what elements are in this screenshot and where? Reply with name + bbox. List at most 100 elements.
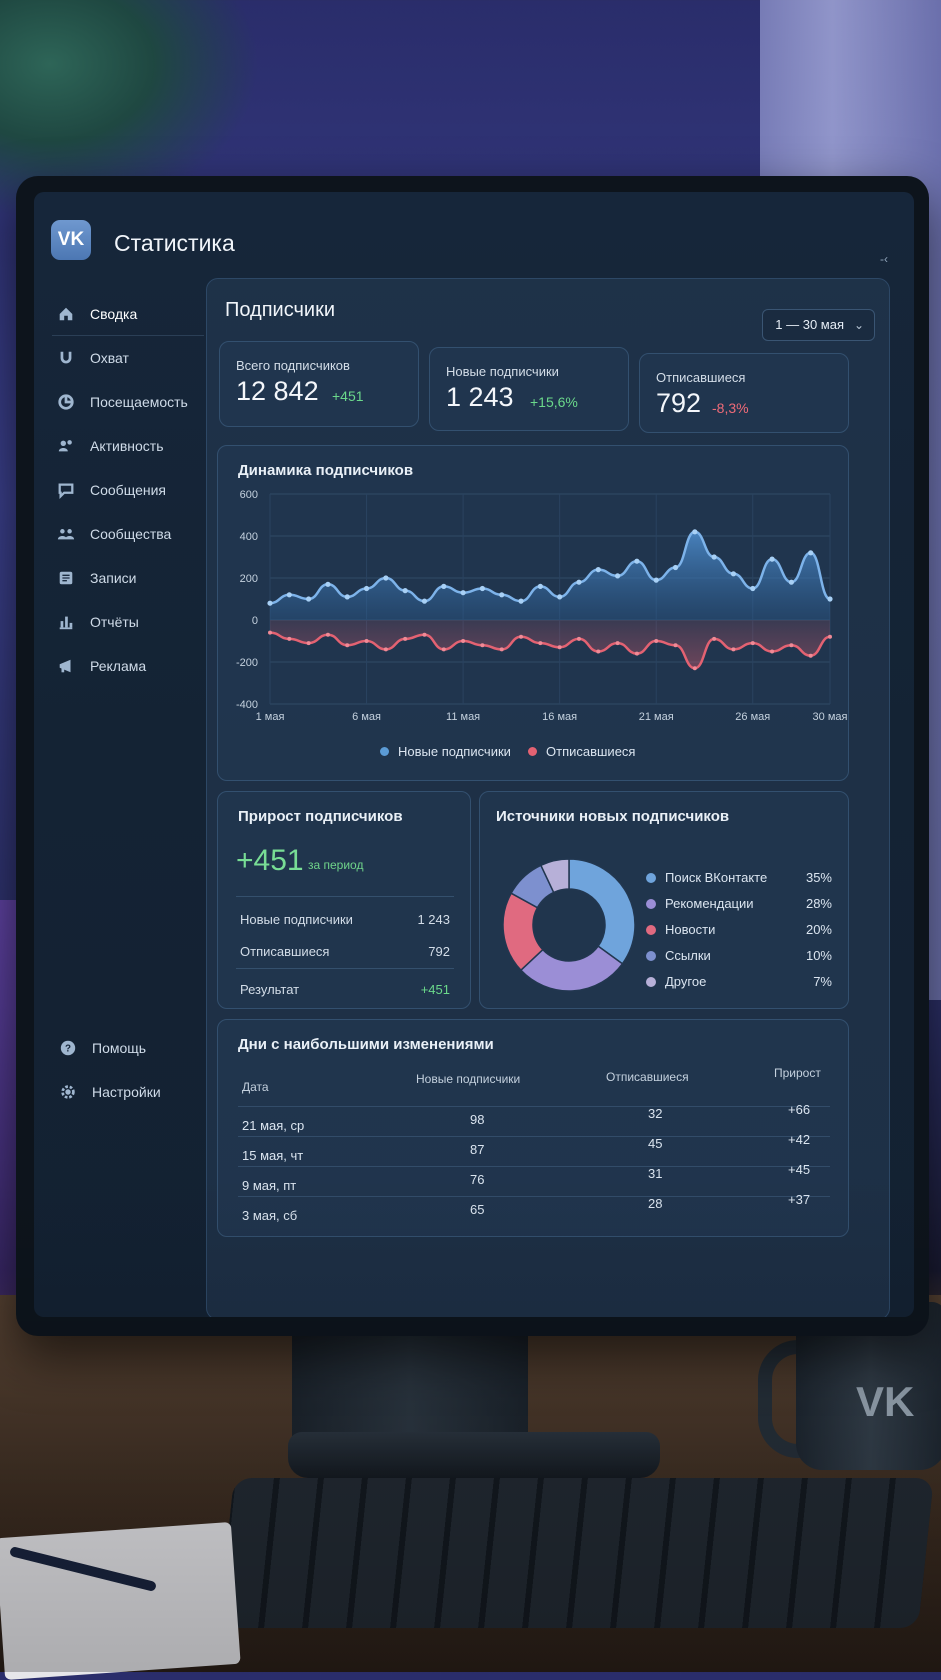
help-icon: ? (58, 1038, 78, 1058)
table-row[interactable]: 3 мая, сб 65 28 +37 (238, 1192, 828, 1232)
new-subscribers-point (827, 596, 833, 602)
x-tick-label: 6 мая (352, 711, 381, 723)
cell-new: 87 (470, 1142, 485, 1157)
community-icon (56, 524, 76, 544)
new-subscribers-point (421, 598, 428, 604)
source-percent: 10% (805, 948, 832, 963)
new-subscribers-point (441, 583, 447, 589)
source-dot (646, 898, 656, 909)
unsubscribed-point (461, 639, 466, 643)
sidebar-item-sidebar-items-3[interactable]: Активность (44, 424, 204, 468)
unsubscribed-point (403, 636, 408, 641)
sidebar-item-sidebar-items-6[interactable]: Записи (44, 556, 204, 600)
cell-new: 98 (470, 1112, 485, 1127)
new-subscribers-point (383, 575, 389, 581)
source-row: Поиск ВКонтакте 35% (646, 870, 832, 885)
sidebar-item-sidebar-bottom-0[interactable]: ? Помощь (50, 1026, 210, 1070)
chart-title: Динамика подписчиков (238, 462, 414, 479)
source-percent: 28% (805, 896, 832, 911)
unsubscribed-point (692, 666, 697, 671)
donut-slice (539, 858, 570, 894)
unsubscribed-point (480, 643, 485, 648)
legend-dot-red (528, 747, 537, 756)
topbar: VK Статистика -‹ (34, 192, 914, 276)
unsubscribed-point (287, 636, 292, 641)
cell-date: 9 мая, пт (242, 1178, 297, 1193)
source-dot (646, 950, 656, 961)
legend-dot-blue (380, 747, 389, 756)
stat-card-total: Всего подписчиков 12 842 +451 (219, 341, 419, 427)
donut-slice (568, 858, 636, 965)
cell-growth: +66 (788, 1102, 811, 1117)
sidebar-item-sidebar-items-1[interactable]: Охват (44, 336, 204, 380)
y-tick-label: 400 (240, 531, 258, 543)
sources-title: Источники новых подписчиков (496, 808, 730, 825)
growth-row-value: +451 (420, 982, 450, 997)
sidebar-item-sidebar-items-7[interactable]: Отчёты (44, 600, 204, 644)
growth-row-value: 1 243 (417, 912, 450, 927)
chevron-down-icon: ⌄ (853, 318, 864, 332)
source-dot (646, 872, 656, 883)
x-tick-label: 26 мая (735, 711, 770, 723)
column-header-unsub: Отписавшиеся (606, 1070, 689, 1084)
top-days-title: Дни с наибольшими изменениями (238, 1036, 494, 1053)
y-tick-label: 200 (240, 573, 258, 585)
top-days-card: Дни с наибольшими изменениями Дата Новые… (217, 1019, 849, 1237)
row-divider (238, 1196, 830, 1197)
source-row: Новости 20% (646, 922, 832, 937)
growth-row-label: Новые подписчики (240, 912, 353, 927)
sidebar-item-label: Настройки (92, 1084, 161, 1100)
home-icon (56, 304, 76, 324)
unsubscribed-point (519, 634, 524, 639)
sidebar-item-sidebar-bottom-1[interactable]: Настройки (50, 1070, 210, 1114)
source-label: Ссылки (665, 948, 711, 963)
sidebar-item-sidebar-items-0[interactable]: Сводка (44, 292, 204, 336)
unsubscribed-line (269, 631, 831, 670)
cell-growth: +45 (788, 1162, 811, 1177)
sidebar-item-sidebar-items-8[interactable]: Реклама (44, 644, 204, 688)
legend-label: Новые подписчики (398, 744, 511, 759)
source-label: Другое (665, 974, 707, 989)
unsubscribed-point (673, 643, 678, 648)
new-subscribers-point (653, 577, 659, 583)
stat-value: 792 (656, 388, 702, 418)
source-label: Новости (665, 922, 716, 937)
table-row[interactable]: 9 мая, пт 76 31 +45 (238, 1162, 828, 1202)
unsubscribed-point (712, 636, 717, 641)
x-tick-label: 1 мая (256, 711, 285, 723)
unsubscribed-point (828, 634, 832, 639)
new-subscribers-point (750, 585, 756, 592)
table-row[interactable]: 15 мая, чт 87 45 +42 (238, 1132, 828, 1172)
unsubscribed-point (422, 632, 427, 637)
unsubscribed-point (615, 641, 620, 646)
new-subscribers-point (595, 567, 601, 573)
sidebar-item-label: Посещаемость (90, 394, 188, 410)
legend-new-subscribers: Новые подписчики (380, 744, 511, 759)
column-header-new: Новые подписчики (416, 1072, 521, 1086)
table-row[interactable]: 21 мая, ср 98 32 +66 (238, 1102, 828, 1142)
stat-delta: -8,3% (712, 400, 749, 416)
source-row: Другое 7% (646, 974, 832, 989)
dynamics-chart-card: Динамика подписчиков 600 400 200 0 -200 -400 1… (217, 445, 849, 781)
unsubscribed-point (576, 636, 581, 641)
collapse-icon[interactable]: -‹ (880, 252, 888, 266)
new-subscribers-area (270, 531, 830, 620)
activity-icon (56, 436, 76, 456)
sidebar-item-sidebar-items-5[interactable]: Сообщества (44, 512, 204, 556)
divider (236, 968, 454, 969)
sidebar: Сводка Охват Посещаемость Активность Сообщен… (44, 292, 204, 688)
cell-date: 21 мая, ср (242, 1118, 305, 1133)
date-range-picker[interactable]: 1 — 30 мая ⌄ (762, 309, 875, 341)
sidebar-item-sidebar-items-4[interactable]: Сообщения (44, 468, 204, 512)
x-tick-label: 30 мая (813, 711, 848, 723)
new-subscribers-point (711, 554, 717, 560)
growth-card: Прирост подписчиков +451 за период Новые… (217, 791, 471, 1009)
vk-logo-icon[interactable]: VK (51, 220, 91, 260)
subscribers-panel: Подписчики 1 — 30 мая ⌄ Всего подписчико… (206, 278, 890, 1317)
stat-delta: +451 (332, 388, 364, 404)
source-percent: 20% (805, 922, 832, 937)
new-subscribers-point (614, 573, 621, 579)
sidebar-item-label: Сообщения (90, 482, 166, 498)
sidebar-item-sidebar-items-2[interactable]: Посещаемость (44, 380, 204, 424)
growth-row-value: 792 (428, 944, 450, 959)
